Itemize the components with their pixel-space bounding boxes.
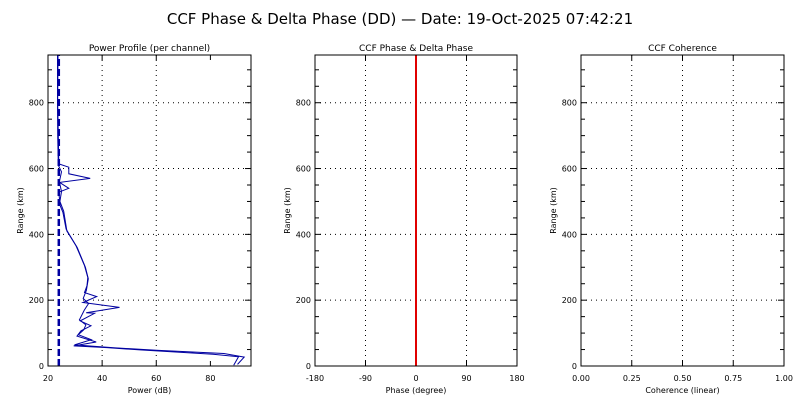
x-tick-label: 180 [509,374,524,383]
y-tick-label: 400 [296,230,311,239]
x-tick-label: 60 [151,374,161,383]
x-axis-label: Coherence (linear) [645,386,719,395]
y-tick-label: 800 [29,99,44,108]
plot-frame [580,54,785,367]
y-tick-label: 800 [296,99,311,108]
panel-title: CCF Phase & Delta Phase [359,44,473,54]
y-axis-label: Range (km) [549,187,558,234]
panel-title: Power Profile (per channel) [89,44,210,54]
figure-title: CCF Phase & Delta Phase (DD) — Date: 19-… [166,10,634,28]
y-tick-label: 600 [562,165,577,174]
x-tick-label: -90 [359,374,372,383]
plot-frame [314,54,518,367]
y-tick-label: 0 [572,362,577,371]
x-tick-label: 40 [97,374,107,383]
y-tick-label: 200 [562,296,577,305]
y-tick-label: 600 [296,165,311,174]
x-tick-label: 20 [43,374,53,383]
x-axis-label: Phase (degree) [386,386,447,395]
y-tick-label: 0 [39,362,44,371]
x-tick-label: 80 [205,374,215,383]
y-tick-label: 400 [562,230,577,239]
y-tick-label: 0 [306,362,311,371]
plot-frame [47,54,252,367]
y-tick-label: 200 [296,296,311,305]
x-tick-label: 0.75 [724,374,742,383]
x-tick-label: 0 [413,374,418,383]
panel-1: Power Profile (per channel)20 40 60 8002004… [16,44,252,395]
panel-3: CCF Coherence 0.00 0.25 0.50 0.75 1.00 0 200 400… [549,44,793,395]
x-tick-label: 0.00 [572,374,590,383]
series-channel-1 [57,54,240,366]
y-tick-label: 800 [562,99,577,108]
y-tick-label: 200 [29,296,44,305]
x-tick-label: 1.00 [775,374,793,383]
panel-2: CCF Phase & Delta Phase -180 -90 0 90 180 0 200… [283,44,525,395]
series-channel-2 [57,55,246,365]
x-tick-label: 90 [461,374,471,383]
y-tick-label: 400 [29,230,44,239]
y-axis-label: Range (km) [283,187,292,234]
panel-title: CCF Coherence [648,44,717,54]
x-tick-label: 0.25 [623,374,641,383]
x-tick-label: 0.50 [674,374,692,383]
x-axis-label: Power (dB) [128,386,172,395]
y-tick-label: 600 [29,165,44,174]
y-axis-label: Range (km) [16,187,25,234]
x-tick-label: -180 [306,374,324,383]
